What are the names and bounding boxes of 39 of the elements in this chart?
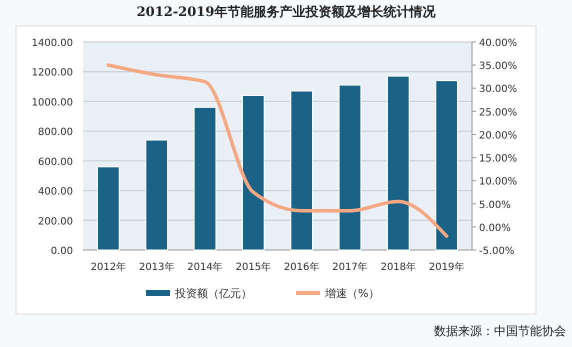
bar: [145, 140, 168, 250]
bar: [338, 84, 362, 250]
y-tick-label: 1000.00: [32, 97, 73, 108]
y2-tick-label: -5.00%: [479, 246, 514, 257]
line-series: [106, 63, 448, 238]
y-tick-label: 400.00: [38, 186, 73, 198]
y-tick-label: 800.00: [38, 127, 73, 138]
y2-tick-label: 5.00%: [479, 200, 511, 211]
x-tick-label: 2012年: [90, 261, 126, 273]
y2-tick-label: 10.00%: [479, 176, 518, 188]
y-tick-label: 1400.00: [32, 38, 73, 49]
source-note: 数据来源：中国节能协会: [434, 324, 566, 338]
y2-tick-label: 20.00%: [479, 130, 518, 142]
y2-tick-label: 40.00%: [479, 38, 518, 49]
bar: [194, 106, 216, 250]
y-tick-label: 200.00: [38, 216, 73, 228]
x-tick-label: 2015年: [236, 261, 272, 273]
bar: [242, 94, 265, 250]
x-tick-label: 2017年: [332, 261, 368, 273]
y-tick-label: 1200.00: [32, 68, 73, 79]
x-tick-label: 2014年: [187, 261, 223, 273]
x-tick-label: 2013年: [138, 261, 174, 273]
y-tick-label: 600.00: [38, 156, 73, 168]
legend-label: 增速（%）: [324, 287, 380, 300]
y-tick-label: 0.00: [50, 246, 73, 257]
x-tick-label: 2018年: [380, 261, 416, 273]
bar: [386, 76, 410, 250]
y2-tick-label: 35.00%: [479, 61, 518, 72]
bar: [290, 90, 314, 250]
y2-tick-label: 30.00%: [479, 84, 518, 96]
y2-tick-label: 0.00%: [479, 222, 511, 234]
y2-tick-label: 15.00%: [479, 154, 518, 165]
legend-label: 投资额（亿元）: [174, 287, 252, 300]
chart-title: 2012-2019年节能服务产业投资额及增长统计情况: [136, 4, 436, 20]
x-tick-label: 2019年: [428, 261, 464, 273]
y2-tick-label: 25.00%: [479, 107, 518, 118]
x-tick-label: 2016年: [284, 261, 320, 273]
bar: [96, 166, 120, 250]
bar: [435, 80, 458, 250]
